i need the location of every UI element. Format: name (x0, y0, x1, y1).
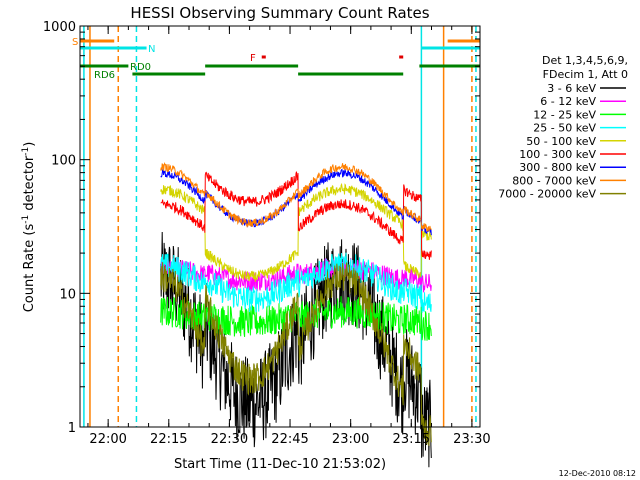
x-tick-label: 22:00 (89, 432, 126, 447)
x-tick-label: 22:30 (211, 432, 248, 447)
series-line-8 (160, 262, 432, 446)
plot-area (83, 26, 477, 468)
flag-bars: S N F RD0 RD6 (72, 37, 480, 81)
x-tick-label: 23:00 (332, 432, 369, 447)
timestamp: 12-Dec-2010 08:12 (559, 469, 636, 478)
x-axis: 22:00 22:15 22:30 22:45 23:00 23:15 23:30 (87, 26, 491, 447)
legend-label-1: 6 - 12 keV (540, 95, 596, 108)
flag-label-f: F (250, 53, 256, 64)
legend-label-2: 12 - 25 keV (533, 108, 596, 121)
series-line-7 (160, 161, 432, 232)
x-tick-label: 22:45 (271, 432, 308, 447)
y-tick-label: 1 (68, 421, 76, 436)
y-tick-label: 100 (51, 154, 76, 169)
y-axis-label: Count Rate (s-1 detector-1) (21, 142, 37, 313)
series-line-4 (160, 182, 432, 282)
legend-label-4: 50 - 100 keV (526, 135, 596, 148)
flag-label-night: N (148, 44, 155, 55)
series-line-5 (160, 171, 432, 260)
series-line-2 (160, 296, 432, 341)
flag-label-rd6: RD6 (94, 70, 115, 81)
chart-title: HESSI Observing Summary Count Rates (130, 4, 429, 22)
legend-label-3: 25 - 50 keV (533, 122, 596, 135)
y-tick-label: 10 (59, 287, 76, 302)
x-tick-label: 22:15 (150, 432, 187, 447)
legend-label-0: 3 - 6 keV (547, 82, 596, 95)
legend-label-6: 300 - 800 keV (519, 161, 596, 174)
legend-label-5: 100 - 300 keV (519, 148, 596, 161)
series-line-3 (160, 252, 432, 313)
legend-header-2: FDecim 1, Att 0 (543, 68, 628, 81)
x-axis-label: Start Time (11-Dec-10 21:53:02) (174, 457, 386, 472)
legend-header-1: Det 1,3,4,5,6,9, (542, 54, 628, 67)
x-tick-label: 23:15 (393, 432, 430, 447)
x-tick-label: 23:30 (453, 432, 490, 447)
legend-label-8: 7000 - 20000 keV (498, 188, 596, 201)
flag-label-saa: S (72, 37, 78, 48)
y-axis: 1 10 100 1000 (43, 20, 480, 436)
flag-label-rd0: RD0 (130, 62, 151, 73)
legend: Det 1,3,4,5,6,9, FDecim 1, Att 0 3 - 6 k… (498, 54, 628, 201)
y-tick-label: 1000 (43, 20, 76, 35)
plot-frame (79, 25, 481, 428)
legend-label-7: 800 - 7000 keV (512, 174, 596, 187)
